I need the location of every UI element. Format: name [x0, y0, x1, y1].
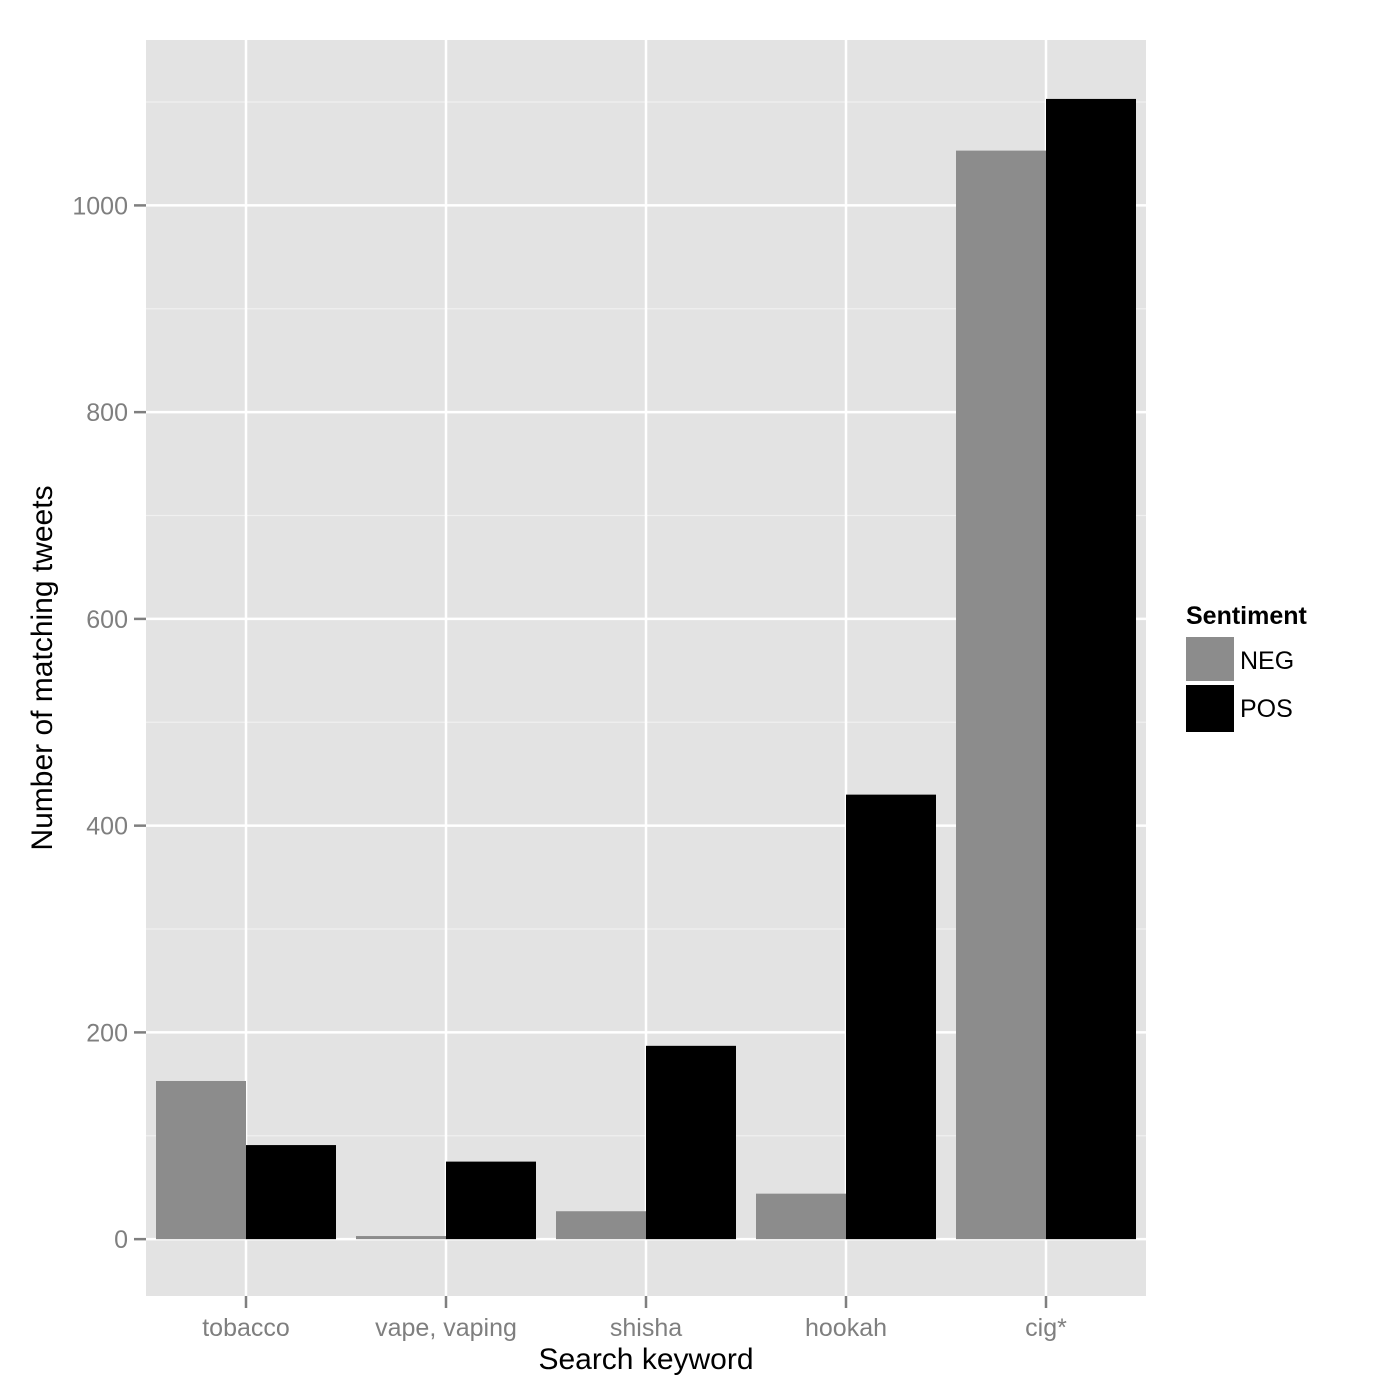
bar-neg-2: [556, 1211, 646, 1240]
x-tick-label: vape, vaping: [375, 1314, 517, 1342]
legend: Sentiment NEG POS: [1186, 602, 1308, 732]
bar-pos-0: [246, 1145, 336, 1240]
bar-pos-3: [846, 794, 936, 1240]
bar-pos-4: [1046, 98, 1136, 1240]
bar-neg-0: [156, 1080, 246, 1240]
bar-neg-3: [756, 1193, 846, 1240]
y-tick-label: 0: [114, 1226, 128, 1254]
y-axis: 0 200 400 600 800 1000: [72, 192, 146, 1254]
x-tick-label: shisha: [610, 1314, 682, 1342]
y-tick-label: 200: [86, 1019, 128, 1047]
x-tick-label: cig*: [1025, 1314, 1067, 1342]
x-tick-label: hookah: [805, 1314, 887, 1342]
legend-swatch-neg: [1186, 637, 1234, 681]
x-axis-title: Search keyword: [538, 1343, 753, 1376]
bar-pos-1: [446, 1161, 536, 1240]
bar-neg-4: [956, 150, 1046, 1240]
x-tick-label: tobacco: [202, 1314, 290, 1342]
bars-group: [156, 98, 1136, 1240]
legend-label-neg: NEG: [1240, 647, 1294, 675]
y-tick-label: 600: [86, 606, 128, 634]
y-axis-title: Number of matching tweets: [26, 485, 59, 850]
y-tick-label: 800: [86, 399, 128, 427]
legend-swatch-pos: [1186, 685, 1234, 732]
bar-neg-1: [356, 1236, 446, 1240]
legend-title: Sentiment: [1186, 602, 1308, 630]
x-axis: tobacco vape, vaping shisha hookah cig*: [202, 1296, 1067, 1342]
legend-label-pos: POS: [1240, 695, 1293, 723]
bar-pos-2: [646, 1045, 736, 1240]
y-tick-label: 1000: [72, 192, 128, 220]
y-tick-label: 400: [86, 813, 128, 841]
